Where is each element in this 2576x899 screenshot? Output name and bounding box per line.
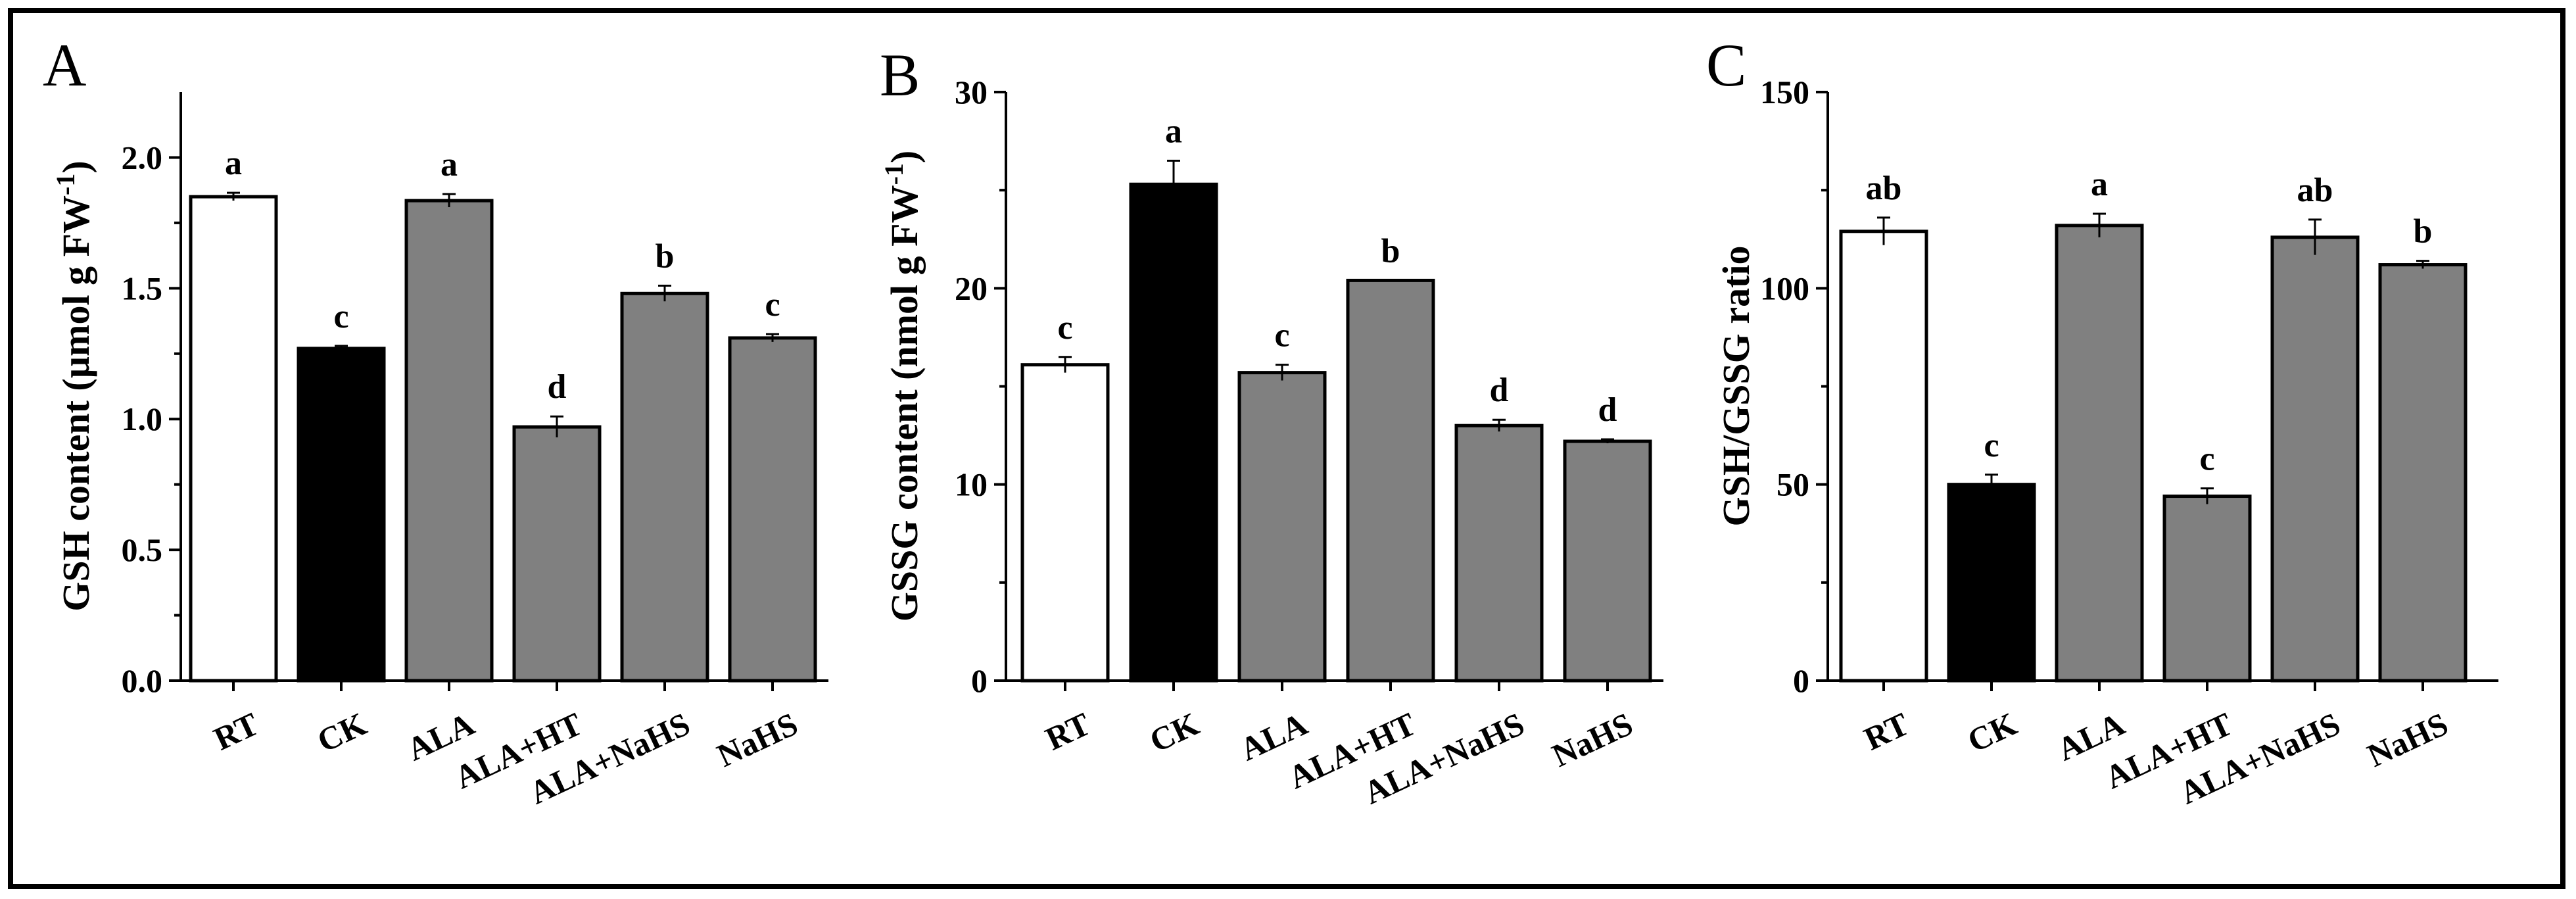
bar-nahs	[1563, 439, 1652, 683]
bar-ala	[1237, 371, 1327, 683]
x-category-label: CK	[312, 705, 372, 759]
y-axis-label-close: )	[55, 160, 97, 173]
bar-ala-nahs	[620, 291, 709, 683]
y-tick-label: 10	[955, 466, 988, 503]
y-tick-label: 100	[1760, 270, 1809, 306]
significance-letter: d	[1490, 372, 1509, 409]
bar-ck	[297, 347, 386, 683]
significance-letter: c	[333, 298, 348, 335]
panel-letter: B	[880, 41, 920, 109]
significance-letter: a	[441, 146, 458, 183]
bar-nahs	[2378, 263, 2468, 683]
x-category-label: RT	[1040, 705, 1096, 757]
significance-letter: a	[1165, 112, 1182, 150]
panel-letter: C	[1706, 32, 1746, 99]
chart-panel-b: B 0 10 20 30 GSSG content (nmol g FW-1) c RT a CK…	[879, 41, 1663, 812]
significance-letter: b	[2414, 213, 2433, 251]
y-tick-label: 20	[955, 270, 988, 306]
y-axis-label-superscript: -1	[879, 163, 909, 185]
significance-letter: d	[548, 368, 567, 406]
y-tick-label: 1.0	[122, 401, 163, 437]
significance-letter: c	[1274, 317, 1289, 354]
significance-letter: ab	[1866, 170, 1902, 207]
significance-letter: c	[2199, 441, 2214, 478]
x-category-label: RT	[1859, 705, 1915, 757]
bar-ala-nahs	[2270, 235, 2360, 683]
significance-letter: c	[1984, 427, 1999, 464]
y-tick-label: 150	[1760, 74, 1809, 110]
significance-letter: ab	[2297, 172, 2333, 209]
bar-rt	[1020, 363, 1110, 683]
y-axis-label-superscript: -1	[51, 174, 80, 195]
x-category-label: RT	[208, 705, 264, 757]
x-category-label: CK	[1962, 705, 2022, 759]
y-axis-label-close: )	[883, 151, 926, 163]
significance-letter: a	[2091, 166, 2108, 203]
bar-nahs	[728, 336, 817, 683]
significance-letter: d	[1598, 391, 1617, 429]
y-tick-label: 0	[1793, 662, 1809, 699]
y-axis-label: GSSG content (nmol g FW-1)	[879, 151, 926, 621]
significance-letter: c	[1057, 309, 1072, 347]
bar-rt	[1839, 230, 1928, 683]
panel-letter: A	[43, 32, 86, 99]
x-category-label: NaHS	[1546, 705, 1638, 774]
y-tick-label: 1.5	[122, 270, 163, 306]
bar-ala-ht	[2162, 495, 2252, 683]
x-category-label: NaHS	[2362, 705, 2454, 774]
y-tick-label: 30	[955, 74, 988, 110]
figure-frame	[8, 8, 2565, 889]
significance-letter: b	[656, 237, 675, 275]
bar-ala-ht	[1346, 278, 1435, 683]
y-tick-label: 2.0	[122, 139, 163, 176]
bar-ala-ht	[512, 425, 602, 683]
significance-letter: a	[225, 145, 242, 182]
bar-ala	[404, 199, 494, 683]
y-tick-label: 50	[1777, 466, 1809, 503]
bar-ck	[1947, 483, 2036, 683]
chart-panel-a: A 0.0 0.5 1.0 1.5 2.0 GSH content (µmol g FW-1…	[43, 32, 828, 812]
y-tick-label: 0.0	[122, 662, 163, 699]
significance-letter: c	[765, 286, 780, 324]
x-category-label: CK	[1144, 705, 1205, 759]
x-category-label: NaHS	[711, 705, 803, 774]
y-tick-label: 0	[971, 662, 988, 699]
bar-ala	[2055, 224, 2144, 683]
y-axis-label: GSH/GSSG ratio	[1715, 245, 1757, 526]
bar-ck	[1129, 182, 1218, 683]
y-tick-label: 0.5	[122, 531, 163, 568]
significance-letter: b	[1381, 232, 1400, 270]
y-axis-label: GSH content (µmol g FW-1)	[51, 160, 97, 611]
bar-rt	[189, 195, 278, 683]
bar-ala-nahs	[1454, 424, 1544, 683]
